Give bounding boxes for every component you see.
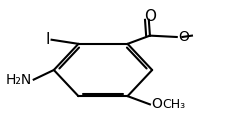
Text: O: O	[144, 9, 156, 24]
Text: H₂N: H₂N	[6, 73, 32, 87]
Text: I: I	[45, 32, 50, 47]
Text: CH₃: CH₃	[162, 98, 185, 111]
Text: O: O	[179, 30, 189, 44]
Text: O: O	[151, 97, 162, 111]
